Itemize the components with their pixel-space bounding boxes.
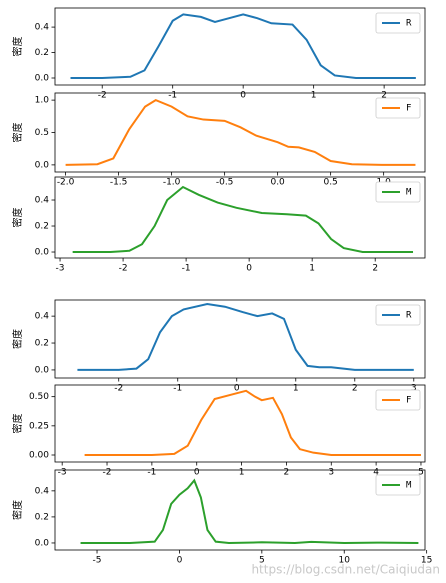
y-tick-label: 0.2 [35,512,49,522]
legend-label: F [406,104,411,114]
density-line [65,99,416,166]
y-tick-label: 0.0 [35,74,50,84]
legend-label: M [406,481,412,491]
y-tick-label: 0.2 [35,48,49,58]
y-axis-label: 密度 [11,208,24,228]
y-tick-label: 0.00 [29,451,49,461]
x-tick-label: -1 [168,91,177,101]
density-line [72,185,414,254]
y-tick-label: 0.50 [29,392,49,402]
x-tick-label: 3 [328,468,334,478]
x-tick-label: -2 [98,91,107,101]
watermark: https://blog.csdn.net/Caiqiudan [251,563,440,577]
x-tick-label: 0 [234,384,240,394]
density-line [70,13,416,79]
y-tick-label: 0.0 [35,248,50,258]
x-tick-label: 4 [373,468,379,478]
x-tick-label: -2 [103,468,112,478]
axes-frame [54,7,426,86]
legend-label: F [406,396,411,406]
axes-frame [54,176,426,259]
legend-label: M [406,188,412,198]
axes-frame [54,384,426,463]
y-tick-label: 0.0 [35,538,50,548]
x-tick-label: 1 [239,468,245,478]
density-line [84,389,421,456]
x-tick-label: 2 [284,468,290,478]
x-tick-label: 0 [240,91,246,101]
x-tick-label: 5 [259,556,265,566]
x-tick-label: 5 [418,468,424,478]
y-tick-label: 0.4 [35,196,50,206]
x-tick-label: -2 [119,264,128,274]
x-tick-label: -0.5 [216,178,234,188]
x-tick-label: 2 [372,264,378,274]
x-tick-label: 0 [194,468,200,478]
x-tick-label: -1.0 [163,178,181,188]
density-line [77,303,414,371]
x-tick-label: -1 [182,264,191,274]
x-tick-label: 2 [381,91,387,101]
y-tick-label: 0.4 [35,486,50,496]
y-axis-label: 密度 [11,123,24,143]
x-tick-label: -3 [56,264,65,274]
y-tick-label: 0.2 [35,222,49,232]
x-tick-label: 1 [293,384,299,394]
legend-label: R [406,311,412,321]
y-tick-label: 1.0 [35,96,50,106]
x-tick-label: 0.0 [270,178,285,188]
x-tick-label: 3 [411,384,417,394]
y-tick-label: 0.2 [35,339,49,349]
x-tick-label: 1 [311,91,317,101]
y-axis-label: 密度 [11,414,24,434]
x-tick-label: -1 [173,384,182,394]
y-tick-label: 0.4 [35,312,50,322]
y-tick-label: 0.25 [29,421,49,431]
y-tick-label: 0.0 [35,365,50,375]
x-tick-label: -3 [58,468,67,478]
y-axis-label: 密度 [11,329,24,349]
x-tick-label: -2.0 [57,178,75,188]
y-tick-label: 0.0 [35,160,50,170]
x-tick-label: 15 [421,556,432,566]
y-tick-label: 0.5 [35,128,49,138]
x-tick-label: -5 [93,556,102,566]
x-tick-label: -1 [147,468,156,478]
x-tick-label: 2 [352,384,358,394]
y-axis-label: 密度 [11,500,24,520]
x-tick-label: 0 [177,556,183,566]
legend-label: R [406,19,412,29]
x-tick-label: -2 [114,384,123,394]
x-tick-label: 0.5 [323,178,337,188]
density-line [80,478,419,544]
x-tick-label: 10 [339,556,351,566]
axes-frame [54,469,426,551]
x-tick-label: 0 [246,264,252,274]
x-tick-label: 1 [309,264,315,274]
y-axis-label: 密度 [11,37,24,57]
y-tick-label: 0.4 [35,23,50,33]
x-tick-label: -1.5 [110,178,128,188]
axes-frame [54,299,426,379]
